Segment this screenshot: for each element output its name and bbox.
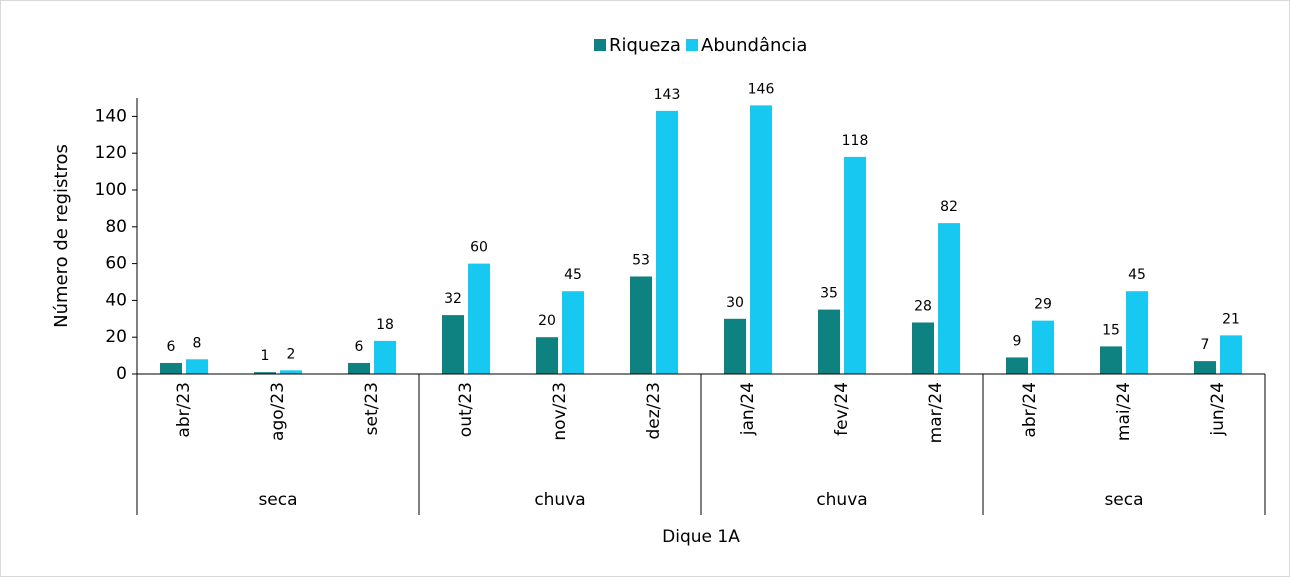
y-tick-label: 140 (95, 106, 127, 126)
data-label: 143 (654, 87, 681, 103)
x-tick-label: mai/24 (1114, 382, 1134, 441)
data-label: 18 (376, 317, 394, 333)
legend-label: Abundância (701, 35, 807, 56)
bar (656, 110, 678, 374)
data-label: 60 (470, 240, 488, 256)
bar (938, 223, 960, 374)
data-label: 6 (167, 339, 176, 355)
bar (536, 337, 558, 374)
bar (912, 322, 934, 374)
data-label: 8 (193, 335, 202, 351)
group-label: seca (1104, 490, 1143, 510)
data-label: 35 (820, 286, 838, 302)
data-label: 45 (564, 267, 582, 283)
data-label: 30 (726, 295, 744, 311)
bar (1126, 291, 1148, 374)
data-label: 29 (1034, 297, 1052, 313)
x-tick-label: dez/23 (644, 382, 664, 440)
bar (186, 359, 208, 374)
bar (374, 340, 396, 374)
data-label: 9 (1013, 333, 1022, 349)
data-label: 7 (1201, 337, 1210, 353)
x-tick-label: abr/23 (174, 382, 194, 438)
x-tick-label: out/23 (456, 382, 476, 437)
x-tick-label: ago/23 (268, 382, 288, 441)
data-label: 21 (1222, 311, 1240, 327)
bar (1032, 320, 1054, 374)
bar (1194, 361, 1216, 374)
bar (562, 291, 584, 374)
bar (1100, 346, 1122, 374)
bar (1006, 357, 1028, 374)
data-label: 53 (632, 252, 650, 268)
x-tick-label: abr/24 (1020, 382, 1040, 438)
bar (818, 309, 840, 374)
x-tick-label: jan/24 (738, 382, 758, 436)
group-label: seca (258, 490, 297, 510)
data-label: 15 (1102, 322, 1120, 338)
data-label: 82 (940, 199, 958, 215)
bar (254, 372, 276, 374)
data-label: 45 (1128, 267, 1146, 283)
bar (724, 318, 746, 374)
legend-swatch (594, 39, 606, 51)
data-label: 1 (261, 348, 270, 364)
bar (630, 276, 652, 374)
y-tick-label: 60 (105, 254, 127, 274)
x-tick-label: mar/24 (926, 382, 946, 443)
x-tick-label: set/23 (362, 382, 382, 435)
data-label: 20 (538, 313, 556, 329)
bar (468, 263, 490, 374)
bar (442, 315, 464, 374)
y-tick-label: 0 (116, 364, 127, 384)
bar (160, 362, 182, 374)
bar (348, 362, 370, 374)
bar (280, 370, 302, 374)
x-axis-label: Dique 1A (662, 527, 740, 547)
y-tick-label: 120 (95, 143, 127, 163)
y-axis-label: Número de registros (51, 144, 72, 328)
data-label: 32 (444, 291, 462, 307)
x-tick-label: nov/23 (550, 382, 570, 441)
legend-label: Riqueza (609, 35, 681, 56)
group-label: chuva (534, 490, 585, 510)
group-label: chuva (816, 490, 867, 510)
bar (1220, 335, 1242, 374)
data-label: 146 (748, 81, 775, 97)
y-tick-label: 100 (95, 180, 127, 200)
legend-swatch (686, 39, 698, 51)
x-tick-label: fev/24 (832, 382, 852, 436)
data-label: 2 (287, 346, 296, 362)
y-tick-label: 20 (105, 327, 127, 347)
y-tick-label: 80 (105, 217, 127, 237)
bar (750, 105, 772, 375)
y-tick-label: 40 (105, 290, 127, 310)
bar (844, 156, 866, 374)
data-label: 118 (842, 133, 869, 149)
data-label: 6 (355, 339, 364, 355)
x-tick-label: jun/24 (1208, 382, 1228, 437)
data-label: 28 (914, 298, 932, 314)
